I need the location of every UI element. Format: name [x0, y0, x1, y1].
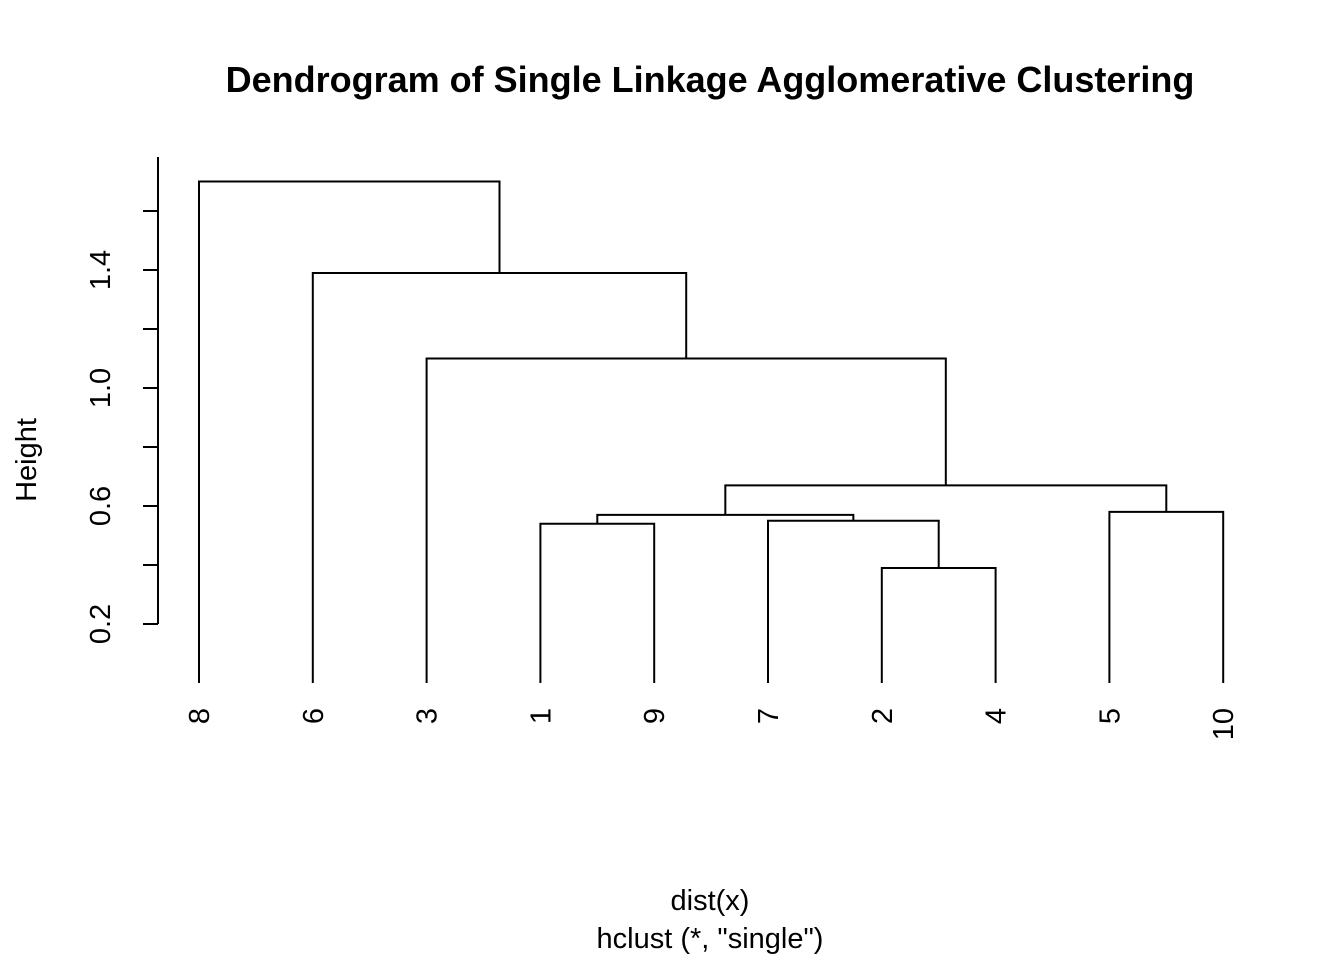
leaf-label: 3 — [412, 708, 444, 724]
leaf-label: 6 — [298, 708, 330, 724]
x-axis-label: dist(x) — [671, 885, 750, 917]
leaf-labels: 8 6 3 1 9 7 2 4 5 10 — [184, 708, 1240, 740]
leaf-label: 10 — [1208, 708, 1240, 740]
leaf-label: 1 — [525, 708, 557, 724]
chart-subtitle: hclust (*, "single") — [597, 923, 824, 955]
leaf-label: 9 — [639, 708, 671, 724]
leaf-label: 8 — [184, 708, 216, 724]
leaf-label: 2 — [867, 708, 899, 724]
leaf-label: 7 — [753, 708, 785, 724]
y-tick-label: 1.0 — [85, 368, 117, 408]
dendrogram-link — [539, 522, 656, 683]
y-tick-label: 1.4 — [85, 250, 117, 290]
y-tick-label: 0.6 — [85, 486, 117, 526]
leaf-label: 4 — [981, 708, 1013, 724]
dendrogram-links — [198, 180, 1225, 683]
y-tick-label: 0.2 — [85, 604, 117, 644]
dendrogram-link — [767, 519, 940, 683]
dendrogram-link — [596, 513, 855, 524]
dendrogram-link — [724, 484, 1168, 515]
dendrogram-link — [880, 566, 997, 683]
dendrogram-link — [198, 180, 501, 683]
y-axis: 0.2 0.6 1.0 1.4 — [85, 157, 159, 644]
dendrogram-link — [1108, 510, 1225, 683]
chart-title: Dendrogram of Single Linkage Agglomerati… — [226, 59, 1195, 100]
y-axis-label: Height — [11, 418, 43, 502]
dendrogram-link — [311, 271, 688, 683]
leaf-label: 5 — [1094, 708, 1126, 724]
